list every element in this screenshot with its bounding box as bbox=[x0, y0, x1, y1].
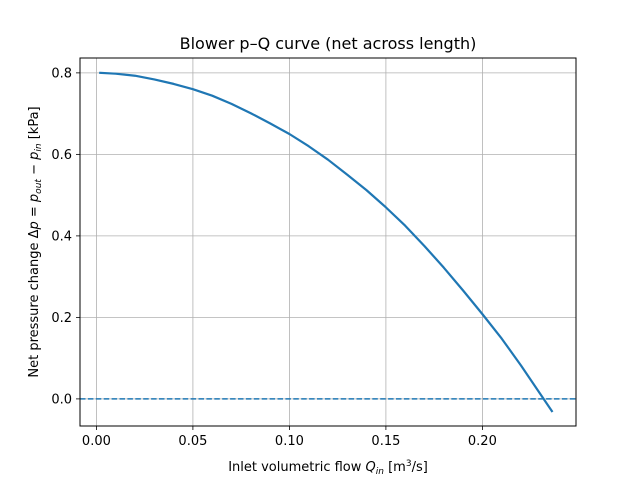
y-tick-label: 0.2 bbox=[51, 311, 72, 326]
y-tick-label: 0.8 bbox=[51, 66, 72, 81]
y-axis-label: Net pressure change Δp = pout − pin [kPa… bbox=[27, 106, 44, 377]
data-layer bbox=[80, 71, 576, 413]
y-tick-label: 0.4 bbox=[51, 229, 72, 244]
x-tick-label: 0.20 bbox=[468, 434, 497, 449]
x-tick-label: 0.10 bbox=[275, 434, 304, 449]
x-axis-label: Inlet volumetric flow Qin [m3/s] bbox=[228, 459, 428, 477]
y-tick-label: 0.6 bbox=[51, 148, 72, 163]
chart-title: Blower p–Q curve (net across length) bbox=[180, 34, 477, 53]
x-tick-label: 0.05 bbox=[178, 434, 207, 449]
ticks: 0.00 0.05 0.10 0.15 0.20 0.0 0.2 0.4 0.6 0.8 bbox=[51, 66, 497, 449]
x-tick-label: 0.15 bbox=[371, 434, 400, 449]
y-tick-label: 0.0 bbox=[51, 392, 72, 407]
x-tick-label: 0.00 bbox=[82, 434, 111, 449]
pq-curve-line bbox=[99, 71, 554, 413]
axes-frame bbox=[79, 57, 577, 427]
